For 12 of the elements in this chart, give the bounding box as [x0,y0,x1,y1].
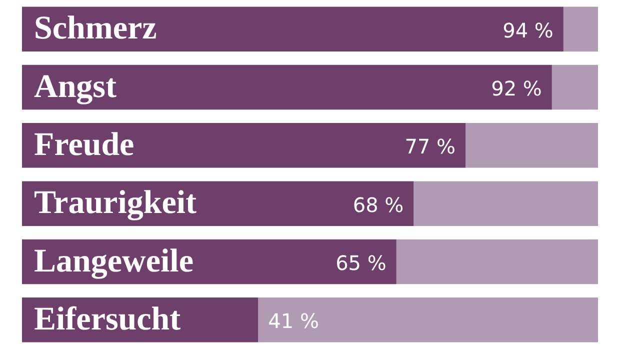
y-tick-label: Schmerz [34,10,157,47]
y-tick-label: Langeweile [34,243,194,280]
data-label: 94 % [502,18,554,42]
y-tick-label: Traurigkeit [34,185,197,222]
data-label: 77 % [404,134,456,159]
y-tick-label: Eifersucht [34,301,181,338]
data-label: 68 % [352,192,404,217]
data-label: 65 % [336,250,386,275]
y-tick-label: Freude [34,126,134,163]
y-tick-label: Angst [34,68,117,105]
data-label: 41 % [268,309,319,334]
data-label: 92 % [491,76,542,100]
